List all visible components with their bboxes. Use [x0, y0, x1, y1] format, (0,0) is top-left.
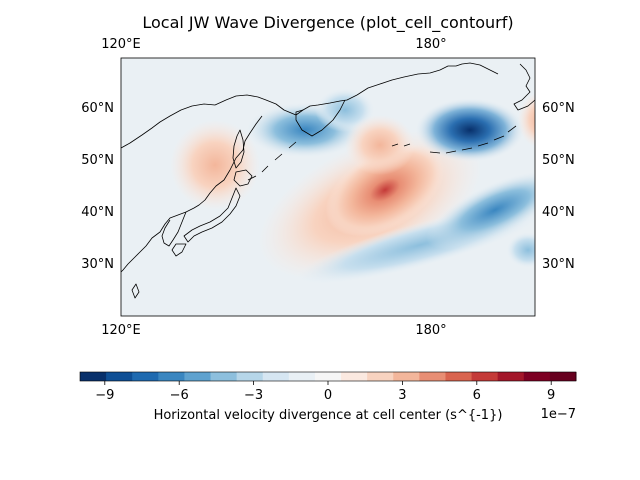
colorbar-swatch: [315, 372, 342, 381]
colorbar-tick-label: 0: [324, 388, 332, 403]
north-positive-tongue: [345, 115, 415, 175]
colorbar-swatch: [341, 372, 368, 381]
colorbar-tick-label: −3: [244, 388, 263, 403]
lat-label-40n-right: 40°N: [542, 205, 575, 220]
lon-label-120e-top: 120°E: [101, 37, 141, 52]
colorbar: −9 −6 −3 0 3 6 9 1e−7 Horizontal velocity dive…: [80, 372, 577, 423]
colorbar-swatch: [263, 372, 290, 381]
colorbar-swatch: [158, 372, 185, 381]
lat-label-60n-left: 60°N: [81, 101, 114, 116]
chart-title: Local JW Wave Divergence (plot_cell_cont…: [142, 13, 513, 33]
lat-label-30n-right: 30°N: [542, 257, 575, 272]
colorbar-tick-label: 9: [547, 388, 555, 403]
colorbar-swatch: [132, 372, 159, 381]
lat-label-50n-right: 50°N: [542, 153, 575, 168]
colorbar-scale-label: 1e−7: [541, 407, 576, 422]
colorbar-tick-label: −9: [95, 388, 114, 403]
colorbar-swatch: [445, 372, 472, 381]
colorbar-swatch: [419, 372, 446, 381]
colorbar-label: Horizontal velocity divergence at cell c…: [154, 408, 503, 423]
colorbar-swatch: [498, 372, 525, 381]
lat-label-60n-right: 60°N: [542, 101, 575, 116]
colorbar-ticks: −9 −6 −3 0 3 6 9: [95, 381, 555, 403]
colorbar-swatch: [393, 372, 420, 381]
lat-label-50n-left: 50°N: [81, 153, 114, 168]
colorbar-swatch: [106, 372, 133, 381]
lat-label-30n-left: 30°N: [81, 257, 114, 272]
colorbar-swatch: [289, 372, 316, 381]
lat-label-40n-left: 40°N: [81, 205, 114, 220]
colorbar-swatch: [472, 372, 499, 381]
colorbar-swatch: [524, 372, 551, 381]
colorbar-swatch: [80, 372, 107, 381]
colorbar-tick-label: 3: [398, 388, 406, 403]
map-panel: [121, 58, 574, 316]
japan-positive-patch: [170, 120, 260, 210]
lon-label-180-top: 180°: [415, 37, 446, 52]
lon-label-120e-bottom: 120°E: [101, 323, 141, 338]
colorbar-swatch: [237, 372, 264, 381]
colorbar-swatch: [367, 372, 394, 381]
colorbar-tick-label: −6: [170, 388, 189, 403]
colorbar-swatch: [184, 372, 211, 381]
colorbar-tick-label: 6: [473, 388, 481, 403]
colorbar-swatch: [550, 372, 577, 381]
colorbar-swatch: [211, 372, 238, 381]
lon-label-180-bottom: 180°: [415, 323, 446, 338]
colorbar-swatches: [80, 372, 577, 381]
